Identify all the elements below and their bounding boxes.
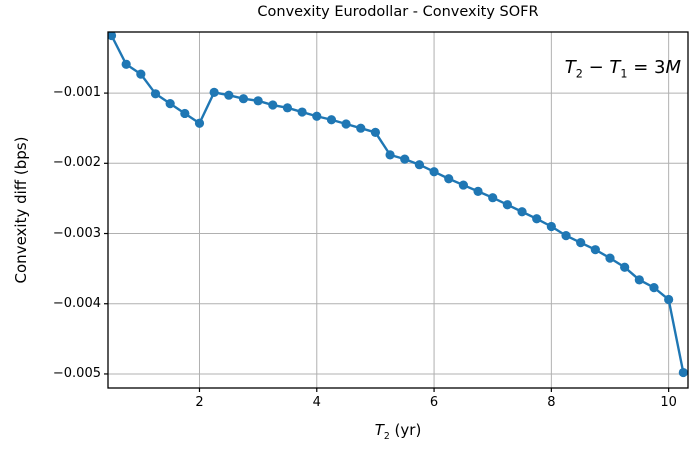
data-point-marker — [282, 103, 293, 113]
y-tick-label: −0.005 — [52, 365, 101, 381]
y-tick-label: −0.004 — [52, 295, 101, 311]
data-point-marker — [414, 160, 425, 170]
annotation-text: T2 − T1 = 3M — [565, 57, 681, 81]
data-point-marker — [136, 69, 146, 79]
data-point-marker — [488, 193, 498, 203]
data-point-marker — [341, 119, 351, 129]
annotation-equals: = 3 — [627, 57, 666, 78]
data-point-marker — [224, 90, 234, 100]
data-point-marker — [458, 180, 468, 190]
x-axis-label-variable: T — [374, 421, 384, 439]
data-point-marker — [561, 231, 571, 241]
data-point-marker — [678, 367, 688, 378]
data-point-marker — [165, 99, 175, 109]
annotation-var-t1: T — [609, 57, 621, 78]
annotation-unit: M — [665, 57, 681, 78]
data-point-marker — [576, 238, 586, 248]
annotation-sub-1: 1 — [620, 67, 628, 81]
data-point-marker — [253, 96, 263, 106]
x-axis-label-subscript: 2 — [383, 431, 390, 442]
x-tick-label: 8 — [547, 395, 556, 410]
annotation-var-t2: T — [564, 57, 576, 78]
data-point-marker — [664, 294, 674, 305]
data-point-marker — [429, 167, 439, 177]
data-point-marker — [634, 275, 644, 285]
x-axis-label-unit: (yr) — [389, 421, 422, 439]
data-point-marker — [605, 253, 615, 263]
x-axis-label: T2 (yr) — [108, 421, 688, 442]
data-series — [108, 32, 688, 378]
data-point-marker — [297, 107, 307, 117]
chart-title: Convexity Eurodollar - Convexity SOFR — [257, 4, 539, 20]
data-point-marker — [502, 200, 512, 210]
y-tick-label: −0.001 — [52, 85, 101, 101]
data-point-marker — [400, 154, 410, 164]
data-point-marker — [532, 214, 542, 224]
data-point-marker — [517, 207, 527, 217]
data-point-marker — [209, 87, 219, 97]
data-point-marker — [356, 123, 366, 133]
data-point-marker — [194, 118, 205, 128]
y-tick-label: −0.003 — [52, 225, 101, 241]
axes-spines — [107, 31, 689, 389]
data-point-marker — [473, 186, 483, 196]
data-point-marker — [268, 100, 278, 110]
x-tick-label: 10 — [660, 395, 677, 410]
data-point-marker — [620, 262, 630, 272]
annotation-sub-2: 2 — [575, 67, 583, 81]
data-point-marker — [238, 94, 249, 104]
data-point-marker — [121, 59, 131, 69]
annotation-minus: − — [582, 57, 610, 78]
data-point-marker — [370, 127, 381, 138]
y-tick-label: −0.002 — [52, 155, 101, 171]
x-tick-label: 6 — [429, 395, 439, 410]
data-point-marker — [326, 115, 337, 125]
data-point-marker — [150, 89, 161, 99]
data-point-marker — [444, 174, 454, 184]
data-point-marker — [385, 150, 395, 160]
data-point-marker — [590, 245, 600, 255]
data-point-marker — [546, 221, 556, 232]
x-tick-label: 2 — [195, 395, 204, 410]
data-point-marker — [108, 32, 117, 41]
series-line — [110, 34, 685, 373]
plot-background — [108, 32, 688, 388]
data-point-marker — [649, 282, 659, 293]
x-tick-label: 4 — [312, 395, 321, 410]
data-point-marker — [312, 111, 322, 121]
data-point-marker — [180, 108, 190, 119]
